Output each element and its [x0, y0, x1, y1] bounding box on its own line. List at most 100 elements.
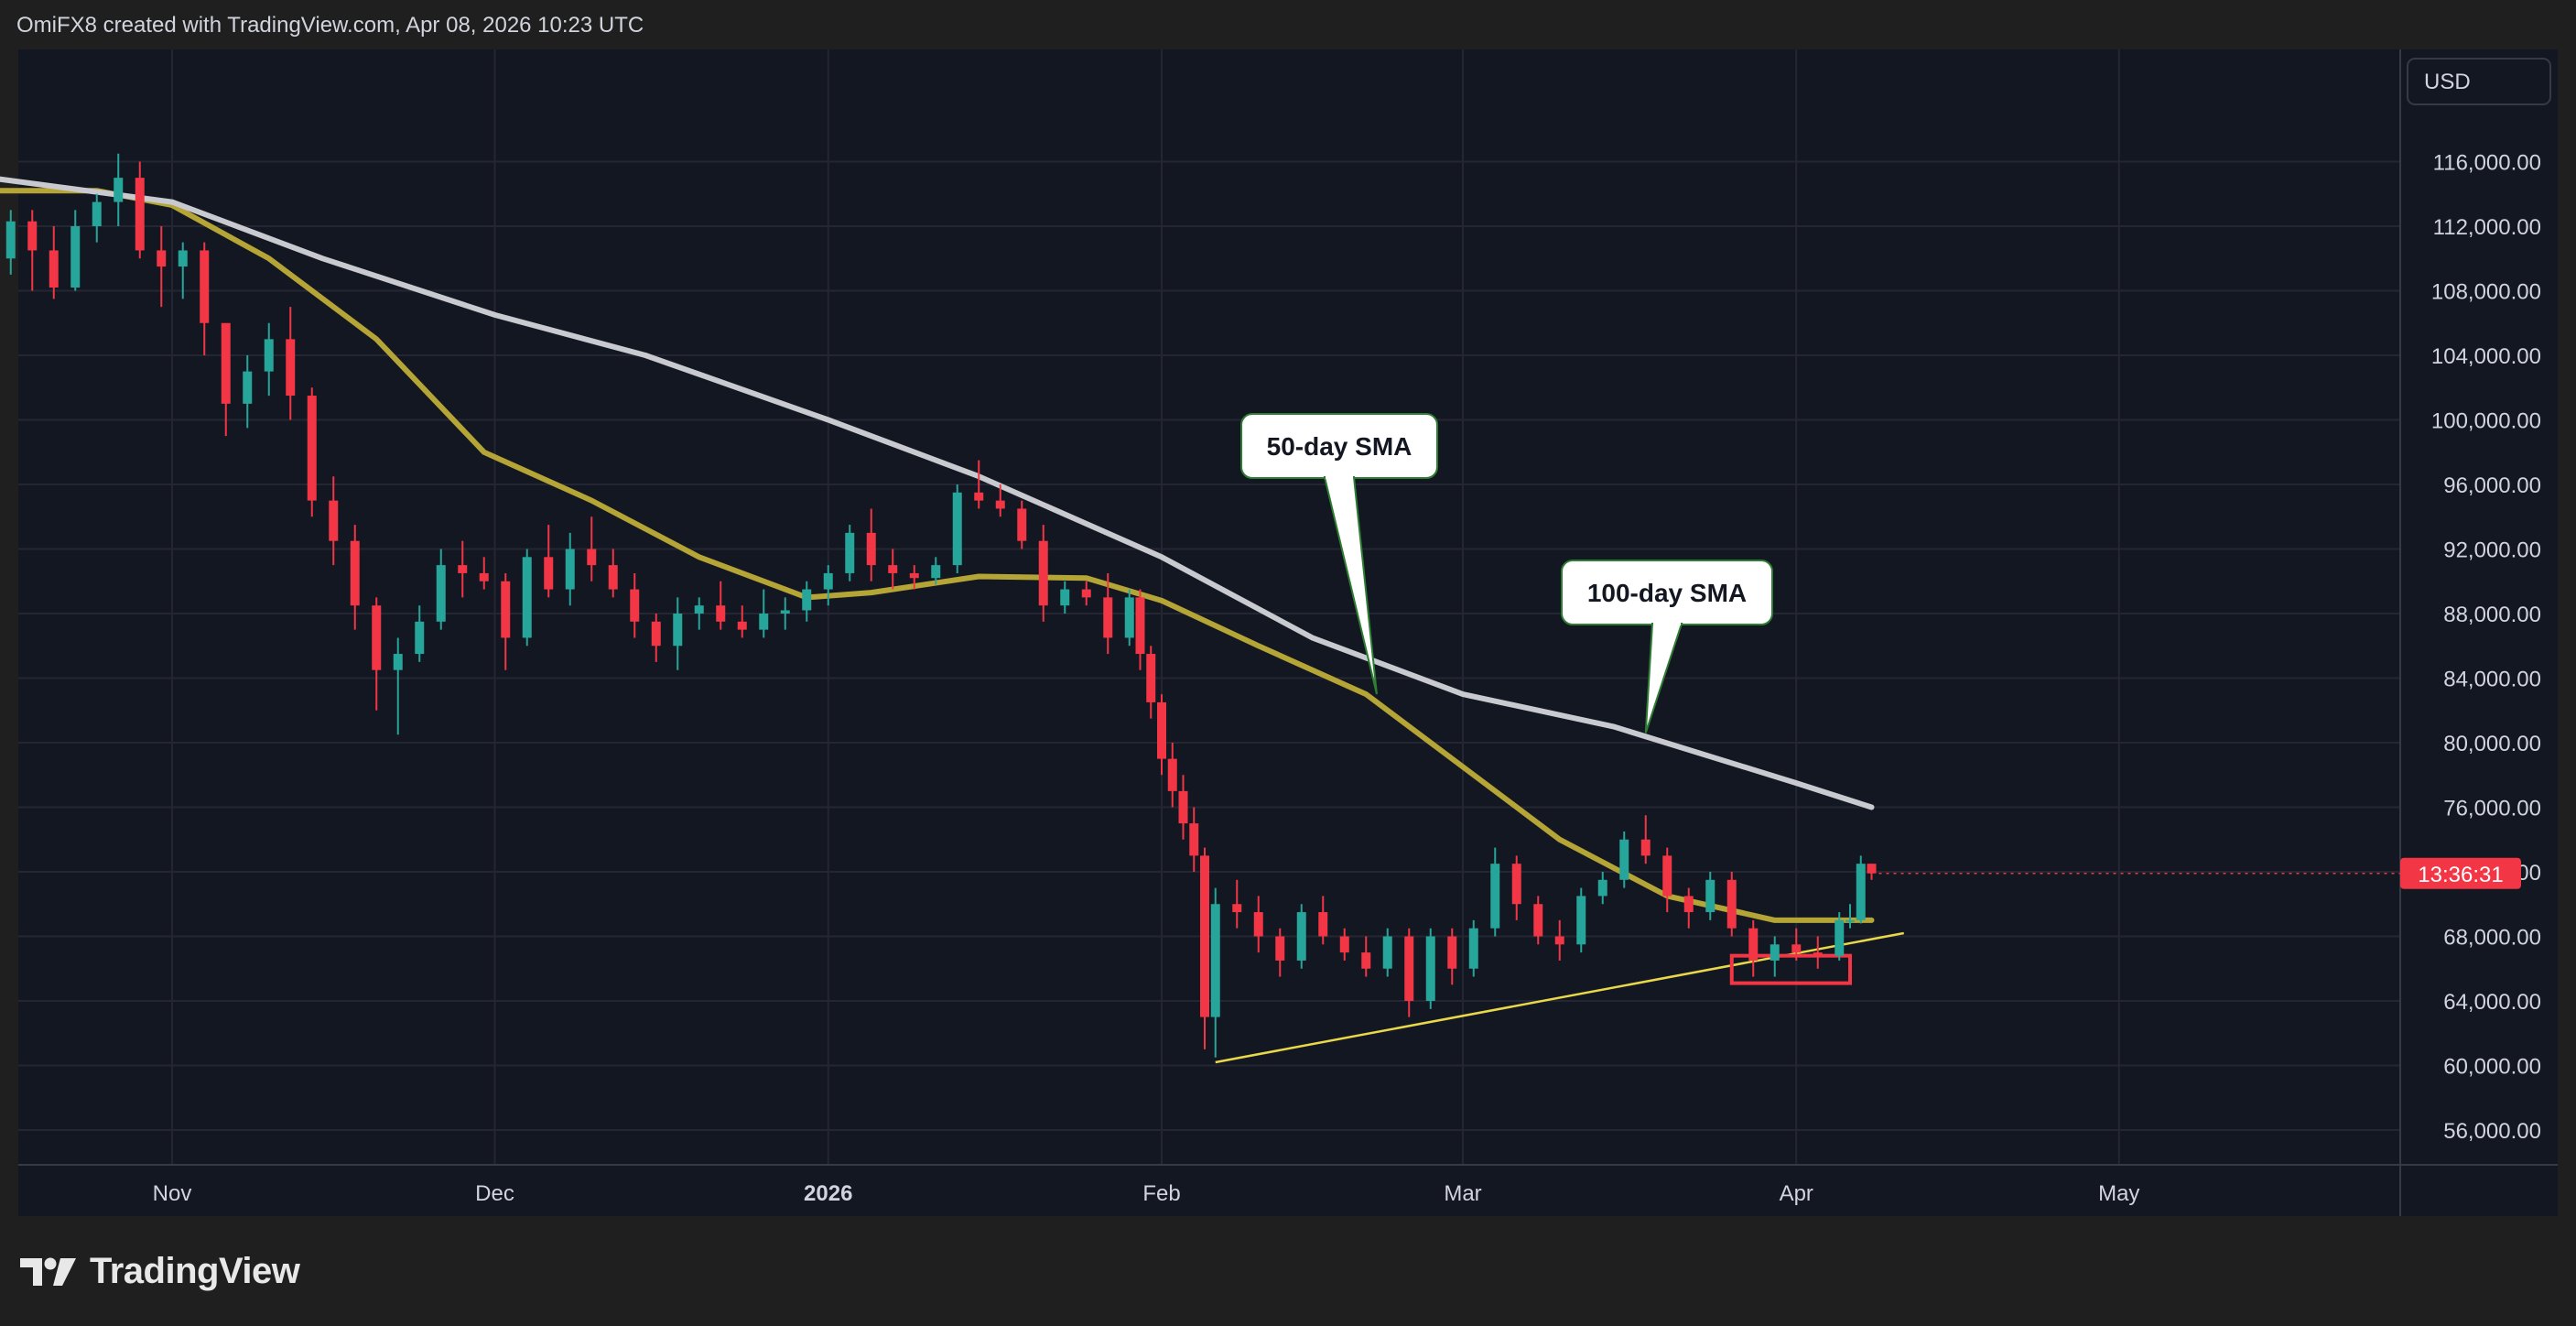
- candle-body[interactable]: [221, 322, 231, 404]
- candle[interactable]: [436, 549, 446, 630]
- candle[interactable]: [1490, 847, 1500, 937]
- candle[interactable]: [1619, 831, 1629, 888]
- candle-body[interactable]: [1339, 936, 1349, 953]
- candle-body[interactable]: [1813, 952, 1823, 956]
- candle-body[interactable]: [1490, 864, 1500, 929]
- candle[interactable]: [135, 161, 145, 259]
- candle[interactable]: [1447, 928, 1457, 985]
- annotations[interactable]: 50-day SMA 100-day SMA: [1240, 413, 1773, 734]
- candle[interactable]: [286, 307, 296, 420]
- candle[interactable]: [651, 614, 661, 662]
- candle-body[interactable]: [888, 565, 898, 573]
- candle-body[interactable]: [1662, 855, 1672, 897]
- candle[interactable]: [1511, 855, 1521, 920]
- candle[interactable]: [1856, 855, 1866, 924]
- candle[interactable]: [243, 355, 253, 429]
- candle[interactable]: [1791, 928, 1802, 961]
- candle-body[interactable]: [70, 226, 81, 288]
- candle[interactable]: [1275, 928, 1285, 977]
- candle-body[interactable]: [1135, 597, 1145, 655]
- candle-body[interactable]: [673, 614, 683, 647]
- candle-body[interactable]: [544, 557, 554, 590]
- candle[interactable]: [1146, 646, 1156, 719]
- candle[interactable]: [866, 508, 876, 581]
- candle[interactable]: [1867, 864, 1877, 880]
- candle[interactable]: [974, 460, 984, 509]
- candle-body[interactable]: [522, 557, 532, 638]
- candle-body[interactable]: [135, 178, 145, 251]
- candle-body[interactable]: [1296, 912, 1306, 961]
- candle-body[interactable]: [307, 396, 317, 501]
- candle[interactable]: [1468, 919, 1478, 977]
- candle-body[interactable]: [1361, 952, 1371, 969]
- candles[interactable]: [0, 153, 1877, 1058]
- candle-body[interactable]: [1157, 701, 1166, 759]
- candle[interactable]: [1318, 896, 1328, 945]
- candle[interactable]: [716, 581, 726, 630]
- candle-body[interactable]: [651, 621, 661, 647]
- candle-body[interactable]: [178, 250, 188, 267]
- candle[interactable]: [92, 193, 102, 243]
- candle-body[interactable]: [114, 178, 124, 202]
- candle[interactable]: [1640, 815, 1651, 864]
- candle-body[interactable]: [1210, 904, 1220, 1017]
- candle-body[interactable]: [716, 605, 726, 622]
- candle-body[interactable]: [1705, 879, 1716, 913]
- candle-body[interactable]: [1038, 540, 1048, 606]
- currency-box[interactable]: [2407, 58, 2551, 105]
- candle-body[interactable]: [1124, 597, 1134, 638]
- candle[interactable]: [1253, 896, 1263, 953]
- candle-body[interactable]: [1404, 936, 1414, 1002]
- candle[interactable]: [307, 387, 317, 517]
- candle[interactable]: [1662, 847, 1672, 913]
- highlight-box[interactable]: [1729, 953, 1852, 985]
- candle[interactable]: [1339, 928, 1349, 961]
- candle-body[interactable]: [1178, 790, 1188, 824]
- candle-body[interactable]: [1867, 864, 1877, 874]
- candle-body[interactable]: [1146, 654, 1156, 702]
- candle[interactable]: [479, 557, 489, 590]
- candle-body[interactable]: [909, 572, 919, 579]
- candle-body[interactable]: [780, 610, 790, 614]
- candle-body[interactable]: [436, 565, 446, 622]
- candle[interactable]: [1081, 581, 1091, 606]
- candle-body[interactable]: [1318, 912, 1328, 937]
- candle-body[interactable]: [393, 654, 403, 670]
- candle[interactable]: [845, 525, 855, 581]
- candle[interactable]: [458, 540, 468, 598]
- candle-body[interactable]: [264, 339, 274, 372]
- candle-body[interactable]: [1017, 508, 1027, 541]
- candle[interactable]: [49, 226, 59, 299]
- candle-body[interactable]: [1081, 589, 1091, 598]
- candle[interactable]: [1200, 847, 1209, 1049]
- candle[interactable]: [5, 210, 16, 275]
- candle[interactable]: [565, 532, 575, 606]
- candle[interactable]: [673, 597, 683, 670]
- candle[interactable]: [995, 484, 1005, 517]
- candle-body[interactable]: [372, 605, 382, 670]
- candle[interactable]: [1813, 936, 1823, 969]
- candle[interactable]: [114, 153, 124, 226]
- candle-body[interactable]: [1060, 589, 1070, 606]
- candle-body[interactable]: [952, 492, 962, 566]
- candle-body[interactable]: [587, 549, 597, 566]
- candle-body[interactable]: [630, 589, 640, 622]
- candle[interactable]: [608, 549, 618, 598]
- candle-body[interactable]: [501, 581, 511, 638]
- candle[interactable]: [1770, 936, 1780, 977]
- candle-body[interactable]: [286, 339, 296, 397]
- candle-body[interactable]: [1856, 864, 1866, 920]
- time-axis[interactable]: Nov Dec 2026 Feb Mar Apr May: [153, 1181, 2140, 1206]
- highlight-rectangle[interactable]: [1729, 953, 1852, 985]
- candle-body[interactable]: [802, 589, 812, 611]
- candle-body[interactable]: [1640, 839, 1651, 856]
- candle[interactable]: [200, 242, 210, 355]
- candle[interactable]: [372, 597, 382, 711]
- candle[interactable]: [1038, 525, 1048, 622]
- candle-body[interactable]: [866, 532, 876, 566]
- candle-body[interactable]: [1103, 597, 1113, 638]
- candle-body[interactable]: [27, 221, 38, 251]
- candle-body[interactable]: [1232, 904, 1242, 913]
- candle-body[interactable]: [1253, 912, 1263, 937]
- candle-body[interactable]: [608, 565, 618, 590]
